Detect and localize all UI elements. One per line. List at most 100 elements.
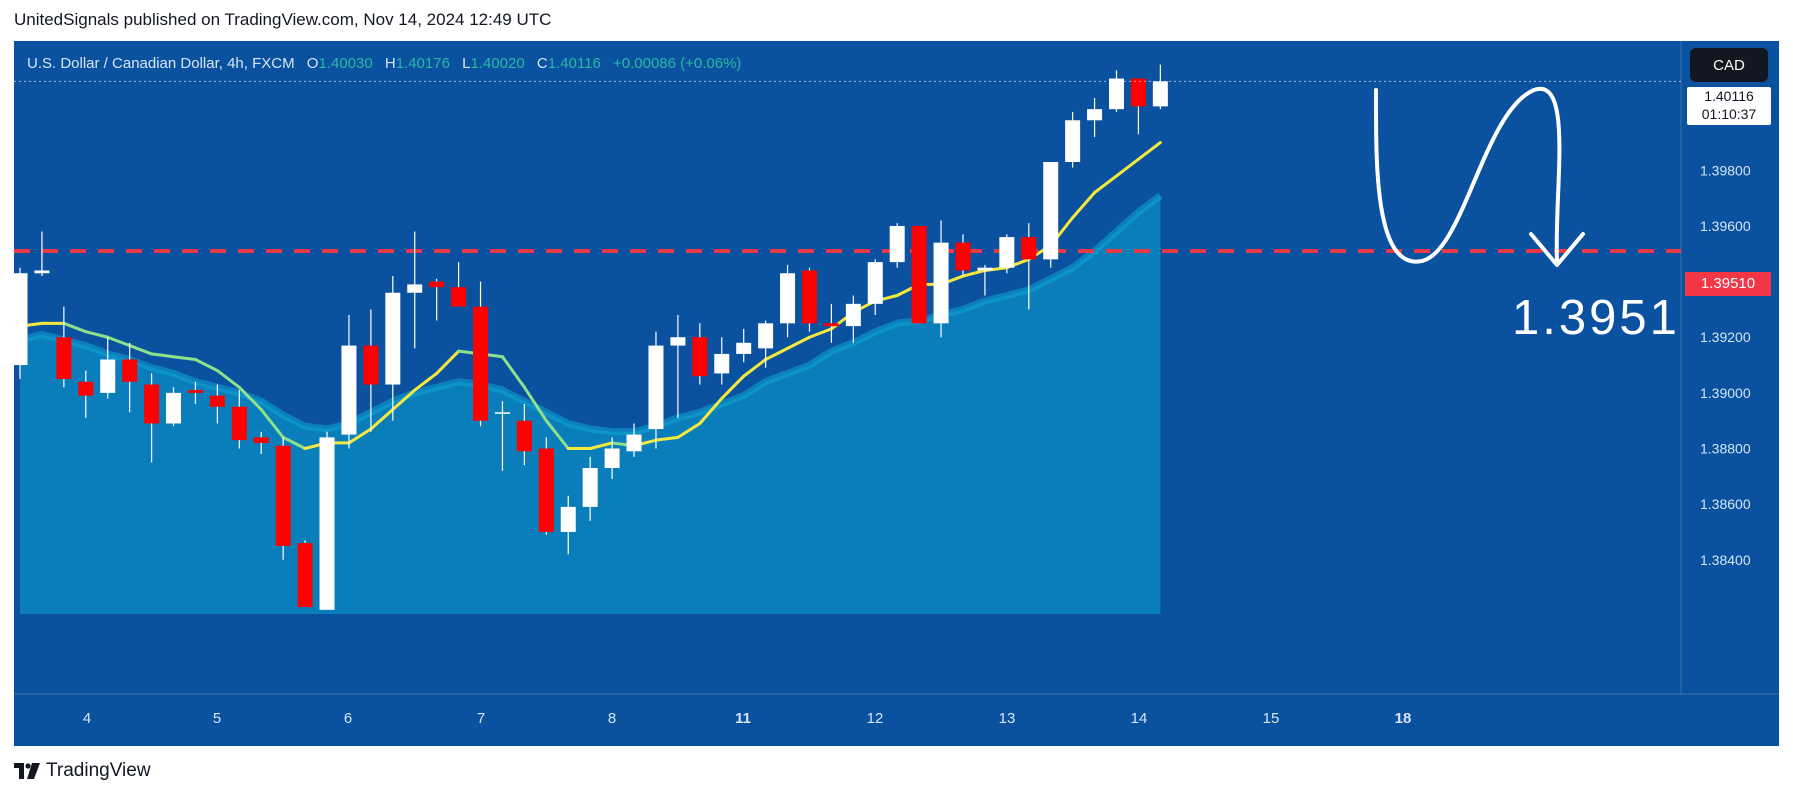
candle-body xyxy=(999,237,1015,268)
candle-body xyxy=(253,437,269,443)
candle xyxy=(538,437,554,535)
candle-body xyxy=(516,420,532,452)
ema-fast-segment xyxy=(391,388,417,412)
candle-body xyxy=(231,406,247,441)
price-tick-label: 1.38800 xyxy=(1700,440,1751,456)
ema-fast-segment xyxy=(281,435,307,450)
level-price-tag: 1.39510 xyxy=(1685,272,1771,296)
ema-slow-line xyxy=(19,192,1163,436)
time-tick-label: 18 xyxy=(1395,710,1412,727)
candle-body xyxy=(473,306,489,421)
candle-body xyxy=(648,345,664,430)
candle xyxy=(1065,111,1081,168)
candle-body xyxy=(34,270,50,274)
candle xyxy=(1152,64,1168,110)
candle xyxy=(955,234,971,277)
candle xyxy=(122,342,138,413)
ema-fast-segment xyxy=(961,268,987,278)
candle xyxy=(187,381,203,404)
candle xyxy=(78,370,94,418)
ema-fast-segment xyxy=(720,374,746,400)
candle xyxy=(144,373,160,463)
ema-fast-segment xyxy=(435,349,461,375)
price-axis-area xyxy=(1681,41,1779,746)
time-tick-label: 13 xyxy=(999,710,1016,727)
ema-fast-segment xyxy=(193,357,219,373)
candle xyxy=(1130,78,1146,135)
candle-body xyxy=(714,353,730,374)
ema-fast-segment xyxy=(654,435,680,442)
candle xyxy=(1109,70,1124,112)
candle xyxy=(516,403,532,466)
candle xyxy=(100,337,116,399)
candle xyxy=(341,314,357,449)
candle xyxy=(648,331,664,449)
candle xyxy=(34,231,50,277)
ema-fast-segment xyxy=(676,421,702,439)
candle-body xyxy=(385,292,401,385)
legend-change: +0.00086 (+0.06%) xyxy=(612,55,742,72)
candle xyxy=(297,540,313,608)
candle xyxy=(736,328,752,363)
ema-slow-path xyxy=(19,192,1163,436)
time-tick-label: 4 xyxy=(83,710,91,727)
candle xyxy=(209,384,225,424)
candle xyxy=(363,309,379,432)
candle xyxy=(692,323,708,385)
last-price-value: 1.40116 xyxy=(1704,88,1754,104)
candle-body xyxy=(100,359,116,393)
candle xyxy=(758,320,774,368)
candle-body xyxy=(78,381,94,396)
candle-body xyxy=(889,225,905,263)
tradingview-logo[interactable]: TradingView xyxy=(14,760,151,782)
ema-fast-segment xyxy=(544,419,570,450)
candle xyxy=(1087,98,1103,137)
price-tick-label: 1.39000 xyxy=(1700,385,1751,401)
time-tick-label: 15 xyxy=(1263,710,1280,727)
ema-area-fill xyxy=(20,195,1161,614)
legend-low-label: L xyxy=(462,55,471,72)
currency-button[interactable]: CAD xyxy=(1690,48,1768,82)
price-tick-label: 1.39600 xyxy=(1700,218,1751,234)
legend-close-label: C xyxy=(536,55,548,72)
last-price-tag: 1.40116 01:10:37 xyxy=(1687,87,1771,125)
time-tick-label: 5 xyxy=(213,710,221,727)
candle-body xyxy=(1130,78,1146,107)
candle-body xyxy=(604,448,620,468)
ema-fast-segment xyxy=(413,371,439,392)
ema-fast-segment xyxy=(1093,174,1118,195)
time-tick-label: 14 xyxy=(1131,710,1148,727)
candle-body xyxy=(801,270,817,324)
candle-body xyxy=(977,267,993,271)
ema-fast-segment xyxy=(150,352,176,359)
time-axis: 4 5 6 7 8 11 12 13 14 15 18 xyxy=(83,710,1412,727)
candle-body xyxy=(670,337,686,346)
price-tick-label: 1.38600 xyxy=(1700,496,1751,512)
candle-body xyxy=(1152,81,1168,107)
candle-body xyxy=(166,392,182,424)
candle xyxy=(275,437,291,560)
time-tick-label: 11 xyxy=(735,710,751,727)
candles xyxy=(14,64,1168,610)
candle-body xyxy=(187,390,203,393)
candle xyxy=(714,337,730,385)
ema-fast-segment xyxy=(62,321,88,334)
ema-fast-segment xyxy=(237,385,263,412)
ema-fast-segment xyxy=(522,385,548,423)
price-axis: 1.400001.398001.396001.394001.392001.390… xyxy=(1700,107,1751,568)
chart-frame[interactable]: 1.400001.398001.396001.394001.392001.390… xyxy=(14,41,1779,746)
tradingview-logo-icon xyxy=(14,763,40,779)
candle xyxy=(166,387,182,427)
ema-fast-segment xyxy=(807,327,833,339)
candle-body xyxy=(911,225,927,324)
candle-body xyxy=(582,467,598,507)
projection-drawing xyxy=(1373,86,1585,267)
legend-symbol: U.S. Dollar / Canadian Dollar, 4h, FXCM xyxy=(27,55,295,72)
time-tick-label: 7 xyxy=(477,710,485,727)
candle xyxy=(407,231,423,349)
ema-fast-segment xyxy=(128,344,154,356)
candle xyxy=(780,264,796,338)
ema-fast-segment xyxy=(1115,157,1140,178)
legend-open-label: O xyxy=(306,55,319,72)
candle xyxy=(582,456,598,521)
